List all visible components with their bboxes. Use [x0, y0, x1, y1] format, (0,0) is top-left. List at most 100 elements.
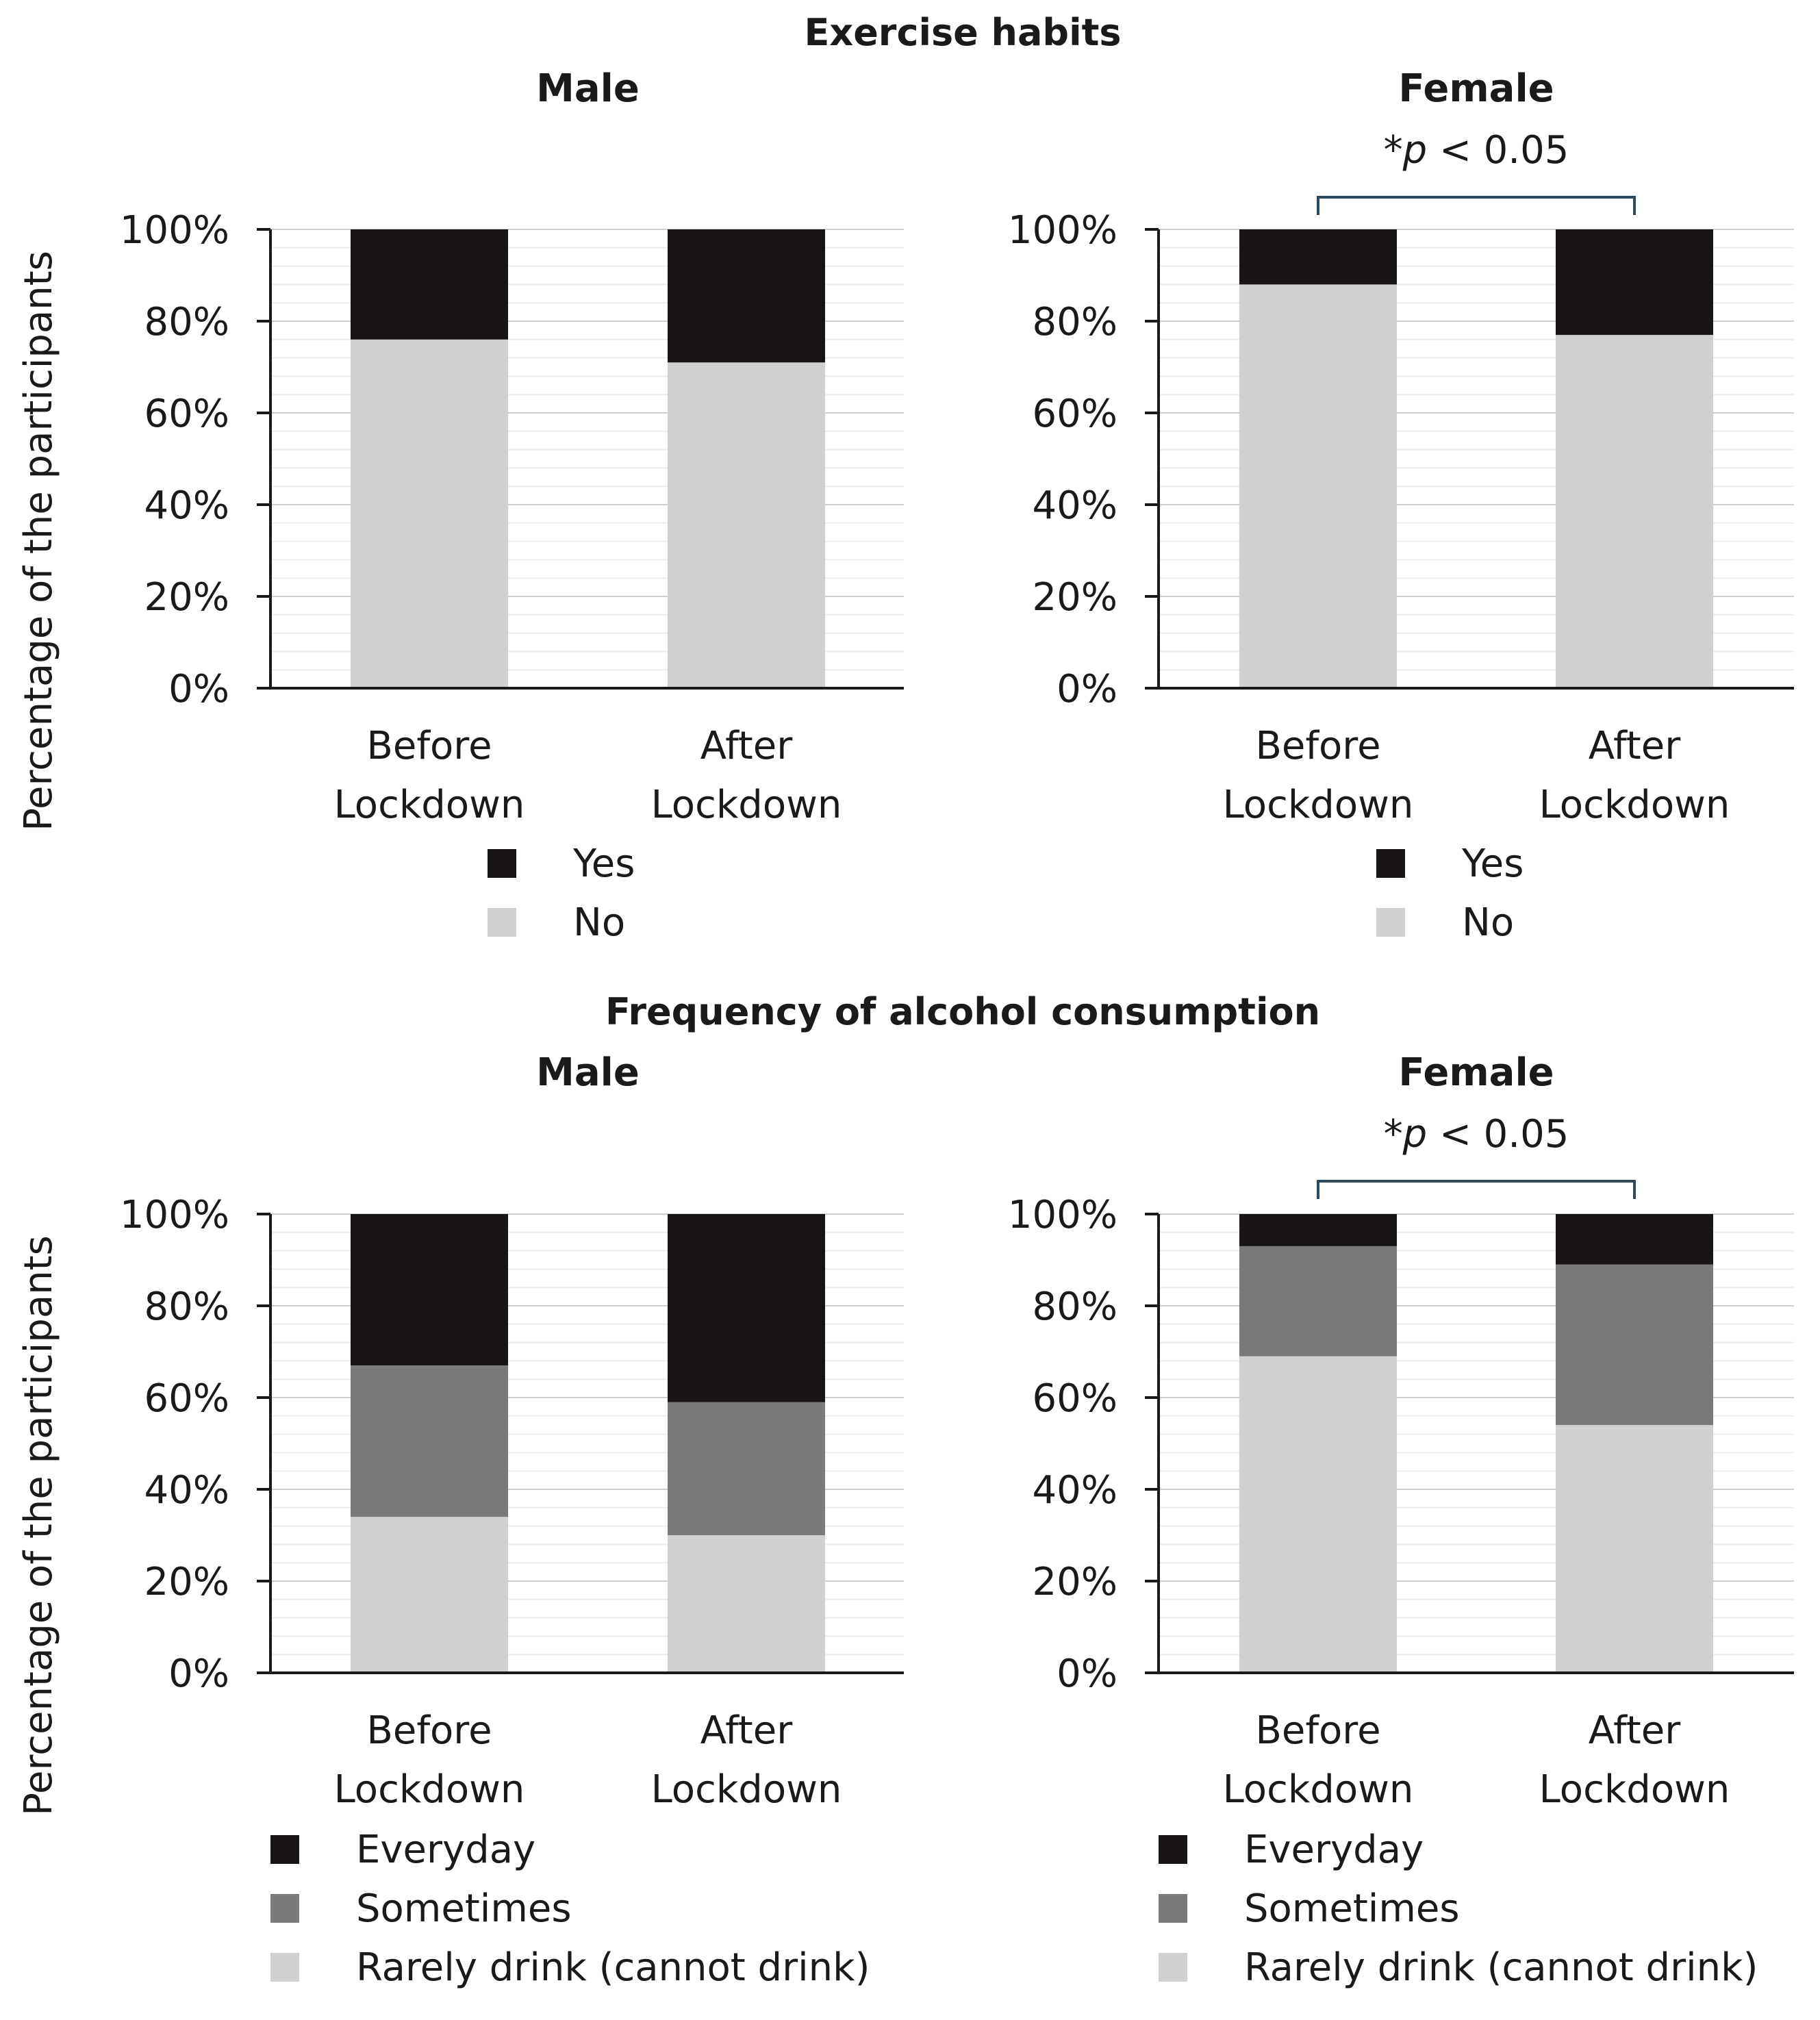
y-tick-label: 20%	[1033, 575, 1117, 620]
legend-swatch	[1159, 1894, 1187, 1923]
y-tick-label: 80%	[144, 300, 229, 344]
legend-label: Yes	[572, 842, 635, 886]
y-tick-label: 20%	[1033, 1560, 1117, 1604]
y-tick-label: 60%	[1033, 392, 1117, 436]
bar-segment-yes	[668, 229, 825, 363]
legend-swatch	[1159, 1835, 1187, 1864]
legend-label: Yes	[1461, 842, 1524, 886]
legend-swatch	[488, 908, 516, 937]
chart-panels: Male 0% 20% 40% 60% 80% 100% Before Lockdown Afte…	[16, 66, 1794, 1990]
chart-panel: Female 0% 20% 40% 60% 80% 100% Before Lockdown Af…	[1008, 66, 1794, 945]
significance-value: < 0.05	[1427, 1112, 1569, 1157]
panel-title: Female	[1398, 1050, 1554, 1095]
legend: Everyday Sometimes Rarely drink (cannot dr…	[1159, 1828, 1758, 1990]
bar-segment-yes	[351, 229, 508, 340]
bar-segment-no	[351, 339, 508, 688]
x-category-label: Lockdown	[1223, 783, 1414, 827]
significance-star: *	[1384, 1112, 1403, 1157]
x-category-label: Lockdown	[1539, 1767, 1730, 1812]
bar-segment-no	[1239, 284, 1397, 688]
y-tick-label: 20%	[144, 1560, 229, 1604]
legend-label: Rarely drink (cannot drink)	[1244, 1945, 1758, 1990]
bar-segment-sometimes	[351, 1365, 508, 1517]
y-tick-label: 100%	[120, 208, 229, 253]
x-category-label: Before	[1255, 1708, 1380, 1753]
bar-segment-rarely-drink-cannot-drink	[668, 1535, 825, 1673]
legend-swatch	[1376, 849, 1405, 878]
y-axis-label: Percentage of the participants	[16, 1235, 61, 1816]
bar-segment-everyday	[1556, 1214, 1713, 1265]
x-category-label: Lockdown	[651, 783, 842, 827]
bar-segment-everyday	[668, 1214, 825, 1402]
y-tick-label: 80%	[144, 1285, 229, 1329]
legend-swatch	[488, 849, 516, 878]
x-category-label: After	[1589, 1708, 1681, 1753]
x-category-label: After	[700, 1708, 793, 1753]
bar-segment-sometimes	[1556, 1264, 1713, 1426]
x-category-label: Before	[366, 724, 492, 768]
significance-label: *p < 0.05	[1384, 128, 1569, 173]
significance-bracket	[1317, 1180, 1636, 1199]
legend-label: Everyday	[1244, 1828, 1424, 1872]
y-tick-label: 40%	[144, 483, 229, 528]
significance-p: p	[1402, 128, 1428, 173]
panel-title: Male	[536, 66, 640, 111]
bar-segment-no	[1556, 335, 1713, 689]
y-tick-label: 0%	[1057, 667, 1117, 711]
significance-label: *p < 0.05	[1384, 1112, 1569, 1157]
chart-panel: Male 0% 20% 40% 60% 80% 100% Before Lockdown Afte…	[16, 66, 904, 945]
significance-p: p	[1402, 1112, 1428, 1157]
bar-segment-yes	[1239, 229, 1397, 285]
y-tick-label: 80%	[1033, 1285, 1117, 1329]
x-category-label: Lockdown	[334, 1767, 525, 1812]
bar-segment-rarely-drink-cannot-drink	[1556, 1425, 1713, 1673]
significance-value: < 0.05	[1427, 128, 1569, 173]
legend-label: Sometimes	[356, 1886, 572, 1931]
bar-segment-rarely-drink-cannot-drink	[351, 1517, 508, 1673]
significance-bracket	[1317, 196, 1636, 215]
bar-segment-yes	[1556, 229, 1713, 336]
y-axis-label: Percentage of the participants	[16, 251, 61, 831]
y-tick-label: 40%	[1033, 1468, 1117, 1513]
x-category-label: Lockdown	[1539, 783, 1730, 827]
legend-swatch	[1159, 1953, 1187, 1982]
legend-swatch	[270, 1894, 299, 1923]
y-tick-label: 0%	[1057, 1652, 1117, 1696]
panel-title: Male	[536, 1050, 640, 1095]
bar-segment-sometimes	[1239, 1246, 1397, 1356]
legend-label: Everyday	[356, 1828, 535, 1872]
x-category-label: Lockdown	[1223, 1767, 1414, 1812]
x-category-label: Lockdown	[334, 783, 525, 827]
legend: Yes No	[1376, 842, 1524, 945]
y-tick-label: 0%	[168, 667, 229, 711]
section-title: Frequency of alcohol consumption	[605, 990, 1320, 1033]
y-tick-label: 60%	[144, 1376, 229, 1421]
x-category-label: Before	[1255, 724, 1380, 768]
x-category-label: After	[700, 724, 793, 768]
y-tick-label: 80%	[1033, 300, 1117, 344]
bar-segment-everyday	[351, 1214, 508, 1366]
x-category-label: After	[1589, 724, 1681, 768]
bar-segment-everyday	[1239, 1214, 1397, 1246]
legend: Yes No	[488, 842, 635, 945]
section-title: Exercise habits	[804, 11, 1121, 54]
legend-label: Sometimes	[1244, 1886, 1460, 1931]
legend-swatch	[270, 1953, 299, 1982]
y-tick-label: 60%	[1033, 1376, 1117, 1421]
significance-star: *	[1384, 128, 1403, 173]
legend-label: No	[573, 900, 625, 945]
bar-segment-no	[668, 362, 825, 688]
chart-panel: Male 0% 20% 40% 60% 80% 100% Before Lockdown Afte…	[16, 1050, 904, 1990]
bar-segment-sometimes	[668, 1402, 825, 1535]
bar-segment-rarely-drink-cannot-drink	[1239, 1356, 1397, 1673]
y-tick-label: 0%	[168, 1652, 229, 1696]
legend-label: Rarely drink (cannot drink)	[356, 1945, 870, 1990]
y-tick-label: 40%	[1033, 483, 1117, 528]
panel-title: Female	[1398, 66, 1554, 111]
section-titles: Exercise habits Frequency of alcohol cons…	[605, 11, 1320, 1033]
y-tick-label: 40%	[144, 1468, 229, 1513]
y-tick-label: 100%	[120, 1193, 229, 1237]
legend-label: No	[1462, 900, 1514, 945]
y-tick-label: 100%	[1008, 208, 1117, 253]
